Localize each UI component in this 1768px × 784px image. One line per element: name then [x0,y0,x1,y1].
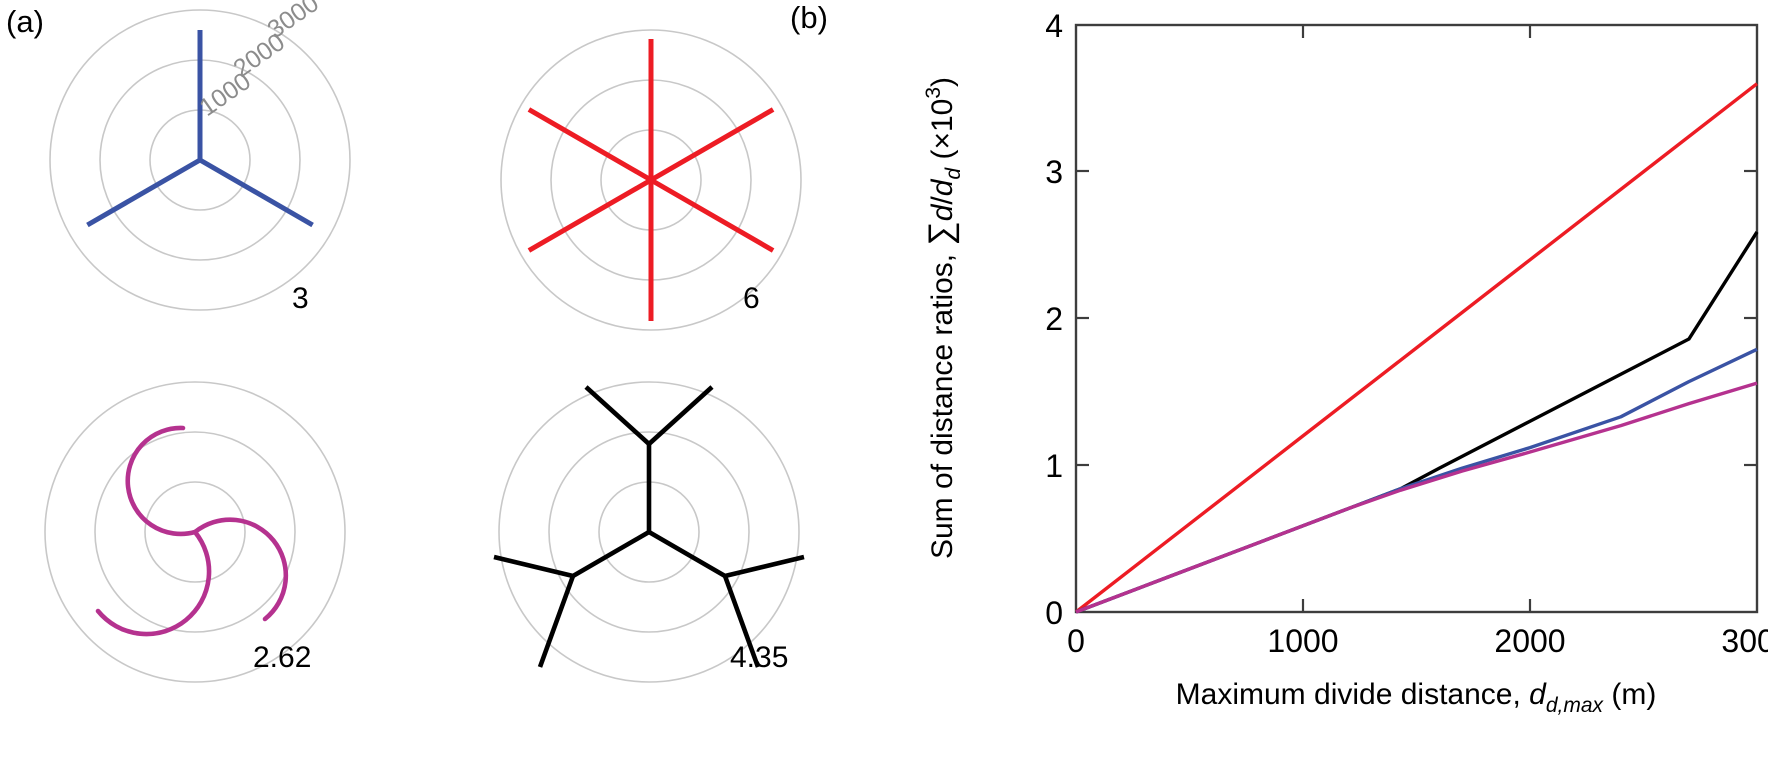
polar-plot-curved-divides [35,372,365,702]
x-axis-ticks [1301,25,1532,612]
xtick-label-0: 0 [1067,623,1085,659]
polar-grid-circles [44,381,346,683]
ylabel-pre: Sum of distance ratios, [926,246,959,559]
polar-branches [493,385,805,668]
x-axis-title: Maximum divide distance, dd,max (m) [1176,678,1657,717]
xtick-label-2000: 2000 [1494,623,1565,659]
xlabel-post: (m) [1603,678,1656,711]
polar-count-label-6: 6 [743,282,760,315]
ytick-label-3: 3 [1045,154,1063,190]
y-axis-ticks [1076,169,1757,467]
polar-count-label-262: 2.62 [253,641,312,674]
polar-plot-branching-divides [486,372,816,702]
xlabel-sub: d,max [1546,694,1605,717]
line-chart-panel-b: 0 1 2 3 4 0 1000 2000 3000 [922,0,1768,784]
polar-grid-circles [498,381,800,683]
polar-count-label-3: 3 [292,282,309,315]
ylabel-sigma: ∑ [922,221,960,245]
svg-text:Sum of distance ratios, ∑d/dd: Sum of distance ratios, ∑d/dd (×103) [922,77,965,559]
polar-plot-6-divides [486,17,816,347]
polar-count-label-435: 4.35 [730,641,789,674]
x-axis-tick-labels: 0 1000 2000 3000 [1067,623,1768,659]
xlabel-pre: Maximum divide distance, [1176,678,1529,711]
ylabel-sub: d [942,167,965,180]
ylabel-slash: / [926,196,959,205]
xtick-label-3000: 3000 [1721,623,1768,659]
ytick-label-0: 0 [1045,595,1063,631]
polar-rays [86,30,314,228]
polar-curved-arms [95,425,289,637]
chart-series-1 [1075,231,1759,614]
chart-series-group [1074,82,1759,614]
panel-a-letter: (a) [6,4,44,39]
ylabel-close: ) [926,77,959,87]
polar-rays [527,39,775,321]
y-axis-tick-labels: 0 1 2 3 4 [1045,8,1063,631]
chart-series-0 [1074,82,1759,614]
polar-plot-3-divides: 1000 2000 3000 [35,0,365,332]
ylabel-post: (×10 [926,99,959,168]
panel-b-letter: (b) [790,0,828,35]
ylabel-italic-2: d [926,178,959,196]
chart-series-3 [1075,381,1758,614]
ytick-label-4: 4 [1045,8,1063,44]
y-axis-title: Sum of distance ratios, ∑d/dd (×103) [922,77,965,559]
plot-frame [1074,23,1759,614]
xtick-label-1000: 1000 [1267,623,1338,659]
ylabel-italic-1: d [926,203,959,221]
ytick-label-1: 1 [1045,448,1063,484]
svg-text:Maximum divide distance, dd,ma: Maximum divide distance, dd,max (m) [1176,678,1657,717]
ytick-label-2: 2 [1045,301,1063,337]
xlabel-italic: d [1529,678,1547,711]
ylabel-sup: 3 [922,87,945,99]
